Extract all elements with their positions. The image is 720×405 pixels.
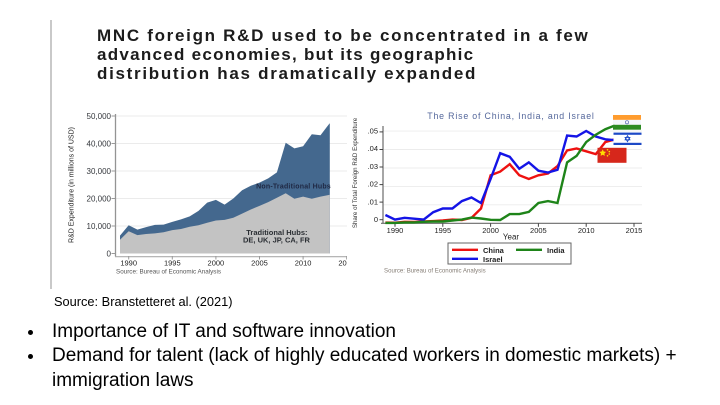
svg-text:R&D Expenditure (in millions o: R&D Expenditure (in millions of USD) — [69, 127, 76, 243]
svg-text:Non-Traditional Hubs: Non-Traditional Hubs — [256, 184, 331, 191]
svg-text:.02: .02 — [368, 180, 378, 189]
svg-text:50,000: 50,000 — [87, 112, 112, 121]
svg-text:2000: 2000 — [482, 226, 499, 235]
svg-text:China: China — [483, 246, 505, 255]
svg-text:40,000: 40,000 — [87, 139, 112, 148]
svg-text:2015: 2015 — [626, 226, 643, 235]
svg-text:1990: 1990 — [120, 259, 137, 268]
svg-text:Source: Bureau of Economic Ana: Source: Bureau of Economic Analysis — [116, 269, 221, 276]
svg-text:Israel: Israel — [483, 255, 503, 264]
svg-text:0: 0 — [107, 249, 112, 258]
svg-text:1995: 1995 — [164, 259, 181, 268]
svg-text:0: 0 — [374, 215, 378, 224]
svg-text:2000: 2000 — [208, 259, 225, 268]
svg-text:Source: Bureau of Economic Ana: Source: Bureau of Economic Analysis — [384, 268, 486, 275]
svg-text:.01: .01 — [368, 197, 378, 206]
svg-text:2005: 2005 — [530, 226, 547, 235]
svg-text:Year: Year — [503, 233, 520, 242]
svg-text:2005: 2005 — [251, 259, 268, 268]
svg-text:Traditional Hubs:: Traditional Hubs: — [246, 228, 307, 237]
svg-text:2010: 2010 — [578, 226, 595, 235]
svg-text:.03: .03 — [368, 162, 378, 171]
svg-text:2010: 2010 — [295, 259, 312, 268]
svg-text:India: India — [547, 246, 565, 255]
svg-text:.04: .04 — [368, 144, 378, 153]
svg-text:10,000: 10,000 — [87, 222, 112, 231]
svg-text:DE, UK, JP, CA, FR: DE, UK, JP, CA, FR — [243, 235, 311, 244]
svg-text:1995: 1995 — [434, 226, 451, 235]
svg-text:30,000: 30,000 — [87, 167, 112, 176]
svg-text:Share of Total Foreign R&D Exp: Share of Total Foreign R&D Expenditure — [352, 117, 359, 228]
svg-text:The Rise of China, India, and: The Rise of China, India, and Israel — [427, 111, 594, 121]
svg-text:20,000: 20,000 — [87, 194, 112, 203]
svg-text:1990: 1990 — [387, 226, 404, 235]
svg-text:.05: .05 — [368, 127, 378, 136]
svg-text:2015: 2015 — [338, 259, 347, 268]
